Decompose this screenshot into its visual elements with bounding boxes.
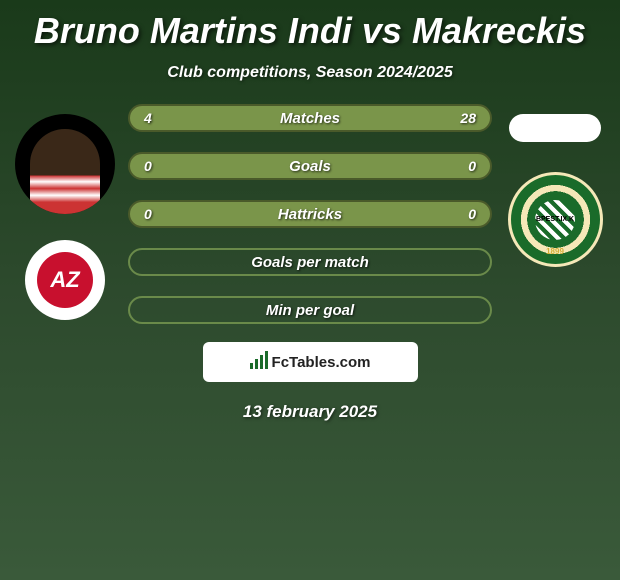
- player2-club-logo: BPEST.IX.K 1899: [508, 172, 603, 267]
- player1-photo: [15, 114, 115, 214]
- player2-club-year: 1899: [546, 247, 564, 256]
- brand-name: FcTables.com: [272, 354, 371, 371]
- stat-right-value: 28: [460, 110, 476, 126]
- stat-left-value: 4: [144, 110, 152, 126]
- player1-club-logo-text: AZ: [37, 252, 93, 308]
- stats-column: 4 Matches 28 0 Goals 0 0 Hattricks 0 Goa…: [120, 104, 500, 324]
- chart-icon: [250, 351, 268, 374]
- comparison-date: 13 february 2025: [0, 402, 620, 422]
- stat-label: Goals: [289, 158, 331, 175]
- player2-column: BPEST.IX.K 1899: [500, 104, 610, 267]
- stat-label: Hattricks: [278, 206, 342, 223]
- stat-left-value: 0: [144, 206, 152, 222]
- stat-label: Min per goal: [266, 302, 354, 319]
- stat-bar-goals-per-match: Goals per match: [128, 248, 492, 276]
- player1-club-logo: AZ: [25, 240, 105, 320]
- stat-right-value: 0: [468, 158, 476, 174]
- stat-bar-matches: 4 Matches 28: [128, 104, 492, 132]
- stat-left-value: 0: [144, 158, 152, 174]
- brand-card: FcTables.com: [203, 342, 418, 382]
- stat-bar-min-per-goal: Min per goal: [128, 296, 492, 324]
- player1-photo-silhouette: [30, 129, 100, 214]
- player2-club-center: BPEST.IX.K: [535, 200, 575, 240]
- comparison-title: Bruno Martins Indi vs Makreckis: [0, 10, 620, 52]
- player1-column: AZ: [10, 104, 120, 320]
- stat-label: Matches: [280, 110, 340, 127]
- stat-bar-hattricks: 0 Hattricks 0: [128, 200, 492, 228]
- player2-photo-placeholder: [509, 114, 601, 142]
- stat-right-value: 0: [468, 206, 476, 222]
- stat-label: Goals per match: [251, 254, 369, 271]
- main-comparison: AZ 4 Matches 28 0 Goals 0 0 Hattricks 0 …: [0, 104, 620, 324]
- comparison-subtitle: Club competitions, Season 2024/2025: [0, 64, 620, 82]
- stat-bar-goals: 0 Goals 0: [128, 152, 492, 180]
